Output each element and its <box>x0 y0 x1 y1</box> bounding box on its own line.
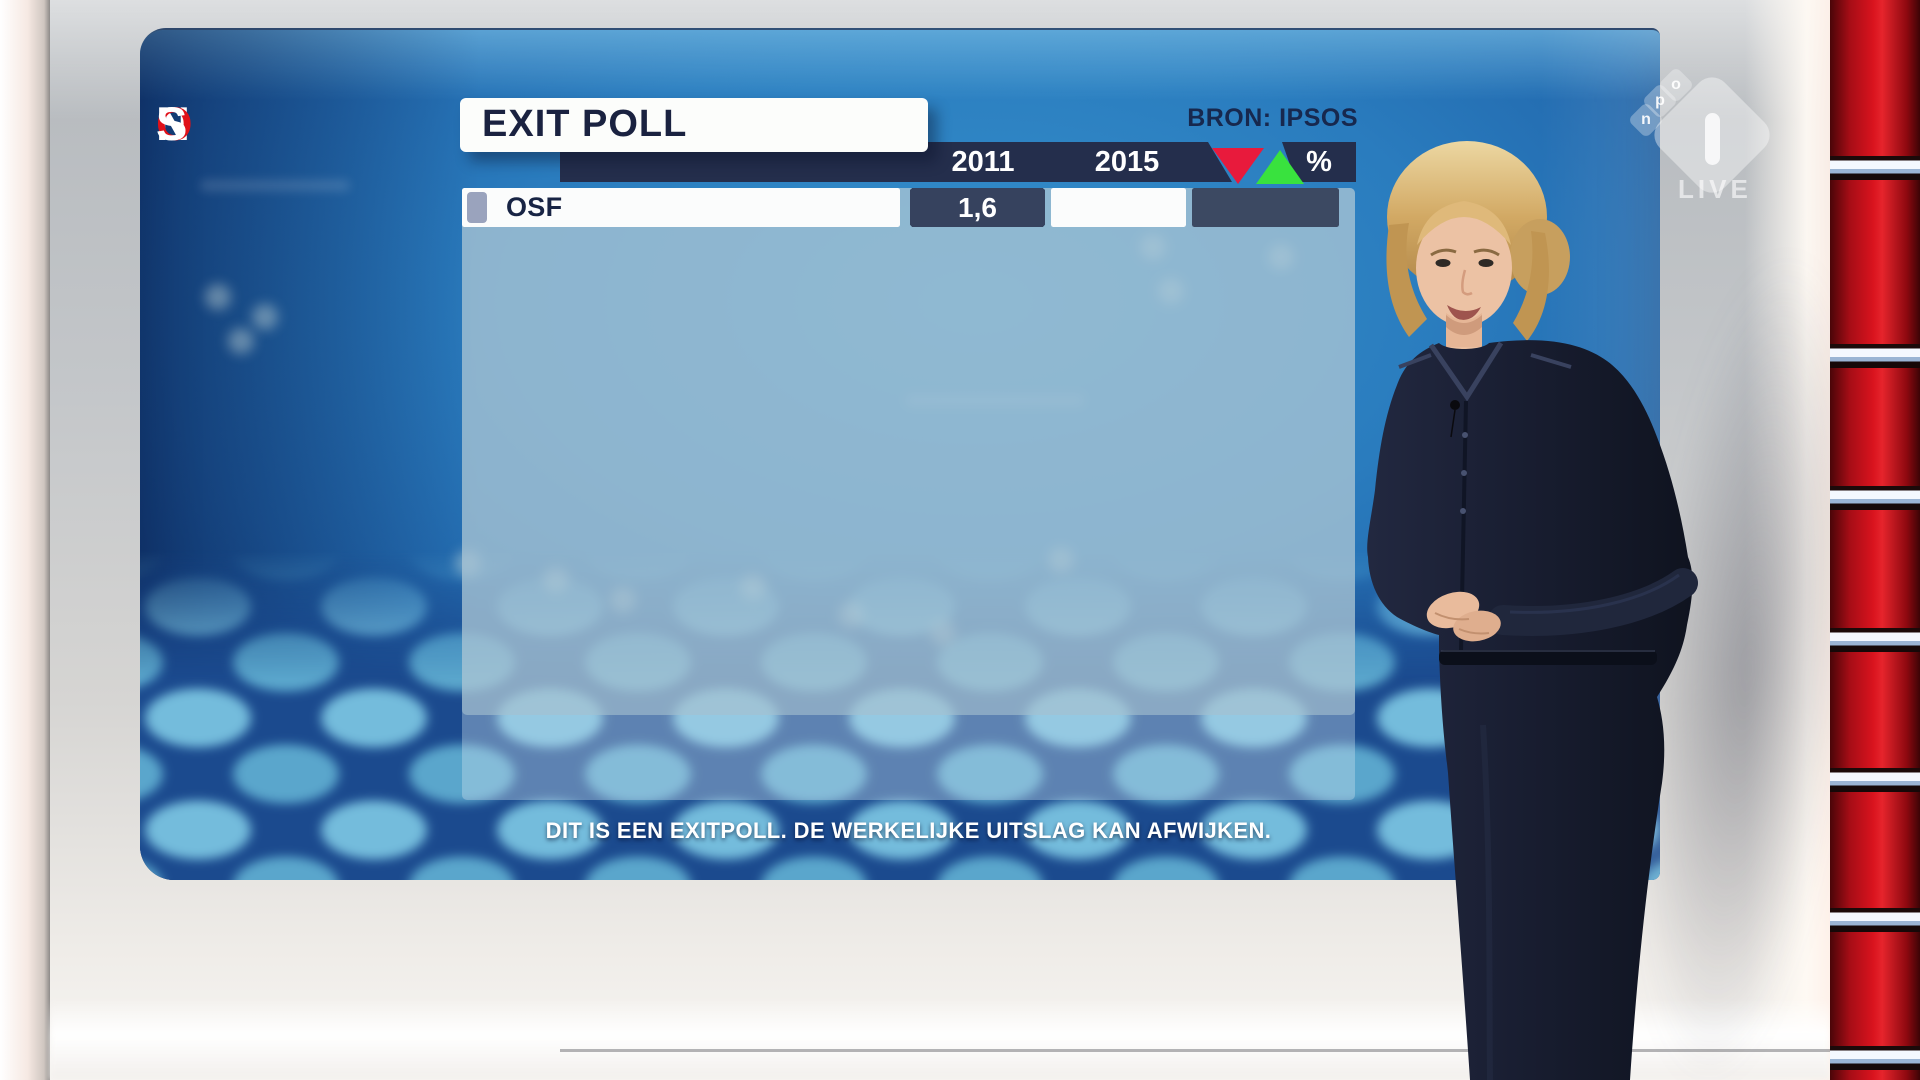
floor-seam <box>560 1049 1830 1052</box>
npo-letter-tile: o <box>1657 66 1695 104</box>
bokeh-dot <box>252 304 278 330</box>
npo-letter: o <box>1671 76 1681 93</box>
source-credit: BRON: IPSOS <box>1187 104 1358 132</box>
red-panel-stripe <box>1830 486 1920 510</box>
value-diff <box>1192 188 1339 227</box>
nos-logo-n: N <box>156 97 192 150</box>
value-2015 <box>1051 188 1186 227</box>
studio-pillar-left <box>0 0 50 1080</box>
column-header-2015: 2015 <box>1094 146 1160 178</box>
nos-logo-s: S <box>156 97 190 150</box>
nos-logo-o: O <box>156 97 195 150</box>
party-label: OSF <box>506 192 563 222</box>
video-wall: NOS EXIT POLL 2011 2015 % BRON: IPSOS VV… <box>140 28 1660 880</box>
red-panel-stripe <box>1830 344 1920 368</box>
red-panel-stripe <box>1830 156 1920 180</box>
studio-red-panel <box>1830 0 1920 1080</box>
value-2011: 1,6 <box>910 188 1045 227</box>
down-triangle-icon <box>1212 148 1264 184</box>
up-triangle-icon <box>1256 150 1304 184</box>
npo1-one-icon <box>1705 113 1720 165</box>
disclaimer-text: DIT IS EEN EXITPOLL. DE WERKELIJKE UITSL… <box>545 818 1272 843</box>
red-panel-stripe <box>1830 1046 1920 1070</box>
live-badge: LIVE <box>1678 174 1752 204</box>
red-panel-stripe <box>1830 768 1920 792</box>
red-panel-stripe <box>1830 628 1920 652</box>
column-header-2011: 2011 <box>951 146 1015 178</box>
exit-poll-title: EXIT POLL <box>482 103 688 145</box>
party-color-chip <box>467 192 487 223</box>
npo1-watermark: n p o LIVE <box>1620 66 1800 218</box>
party-cell: OSF <box>462 188 900 227</box>
light-streak <box>200 180 350 191</box>
studio-wall-right-glow <box>1745 0 1833 1080</box>
bokeh-dot <box>205 284 231 310</box>
poll-rows: VVD 19,6 PVDA 17,3 CDA 14,1 PVV 12,4 <box>462 188 1339 699</box>
red-panel-stripe <box>1830 908 1920 932</box>
poll-table: VVD 19,6 PVDA 17,3 CDA 14,1 PVV 12,4 <box>462 188 1355 715</box>
exit-poll-title-box: EXIT POLL <box>460 98 928 152</box>
poll-table-row: OSF 1,6 <box>462 188 1339 227</box>
presenter <box>1367 141 1698 1080</box>
bokeh-dot <box>228 328 254 354</box>
